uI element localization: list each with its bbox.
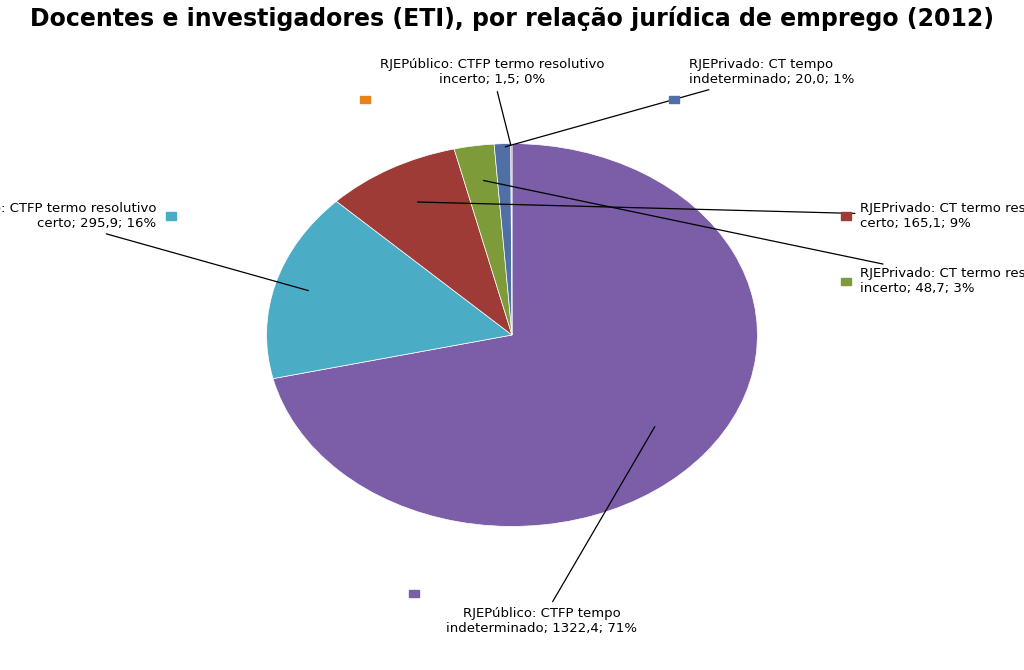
Bar xyxy=(841,212,851,220)
Wedge shape xyxy=(273,143,758,527)
Text: RJEPúblico: CTFP tempo
indeterminado; 1322,4; 71%: RJEPúblico: CTFP tempo indeterminado; 13… xyxy=(445,427,654,635)
Text: RJEPrivado: CT tempo
indeterminado; 20,0; 1%: RJEPrivado: CT tempo indeterminado; 20,0… xyxy=(505,58,854,147)
Wedge shape xyxy=(336,149,512,335)
Bar xyxy=(166,212,176,220)
Bar xyxy=(841,277,851,285)
Text: RJEPúblico: CTFP termo resolutivo
incerto; 1,5; 0%: RJEPúblico: CTFP termo resolutivo incert… xyxy=(380,58,604,145)
Wedge shape xyxy=(455,144,512,335)
Bar xyxy=(409,590,419,597)
Bar xyxy=(359,96,370,103)
Text: RJEPrivado: CT termo resolutivo
incerto; 48,7; 3%: RJEPrivado: CT termo resolutivo incerto;… xyxy=(483,180,1024,295)
Wedge shape xyxy=(266,201,512,379)
Text: RJEPúblico: CTFP termo resolutivo
certo; 295,9; 16%: RJEPúblico: CTFP termo resolutivo certo;… xyxy=(0,202,308,291)
Wedge shape xyxy=(511,143,512,335)
Wedge shape xyxy=(495,143,512,335)
Text: RJEPrivado: CT termo resolutivo
certo; 165,1; 9%: RJEPrivado: CT termo resolutivo certo; 1… xyxy=(418,202,1024,230)
Text: Docentes e investigadores (ETI), por relação jurídica de emprego (2012): Docentes e investigadores (ETI), por rel… xyxy=(30,6,994,31)
Bar xyxy=(669,96,679,103)
